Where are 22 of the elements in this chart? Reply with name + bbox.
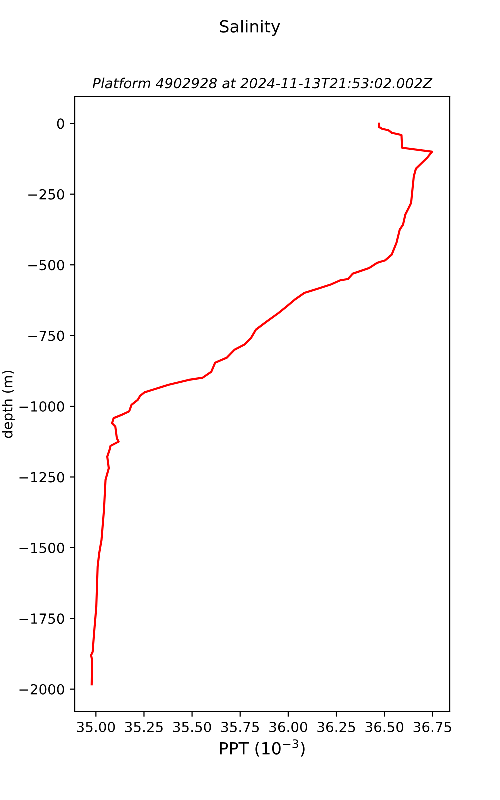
- y-tick-label: 0: [57, 118, 64, 130]
- y-tick-label: −1250: [20, 472, 64, 483]
- x-tick-label: 35.75: [222, 722, 260, 732]
- line-series: [90, 122, 434, 686]
- x-tick-label: 36.25: [318, 722, 356, 732]
- y-tick-label: −250: [28, 189, 64, 200]
- y-tick-label: −2000: [20, 684, 64, 695]
- y-tick-label: −1750: [20, 614, 64, 624]
- y-tick-label: −750: [28, 330, 64, 342]
- chart-title: Salinity: [220, 20, 280, 36]
- y-axis-title: depth (m): [2, 370, 16, 438]
- x-axis-title: PPT (10$^{−3}$): [220, 740, 305, 757]
- x-tick-label: 35.00: [77, 722, 116, 732]
- x-tick-label: 35.25: [125, 722, 163, 732]
- y-tick-label: −500: [28, 260, 64, 271]
- x-tick-label: 36.75: [414, 722, 452, 732]
- x-tick-label: 36.50: [366, 722, 404, 732]
- x-tick-label: 35.50: [173, 722, 212, 732]
- y-tick-label: −1000: [20, 401, 64, 412]
- x-tick-label: 36.00: [270, 722, 308, 732]
- y-tick-label: −1500: [20, 542, 64, 554]
- chart-subtitle: Platform 4902928 at 2024-11-13T21:53:02.002Z: [92, 78, 433, 89]
